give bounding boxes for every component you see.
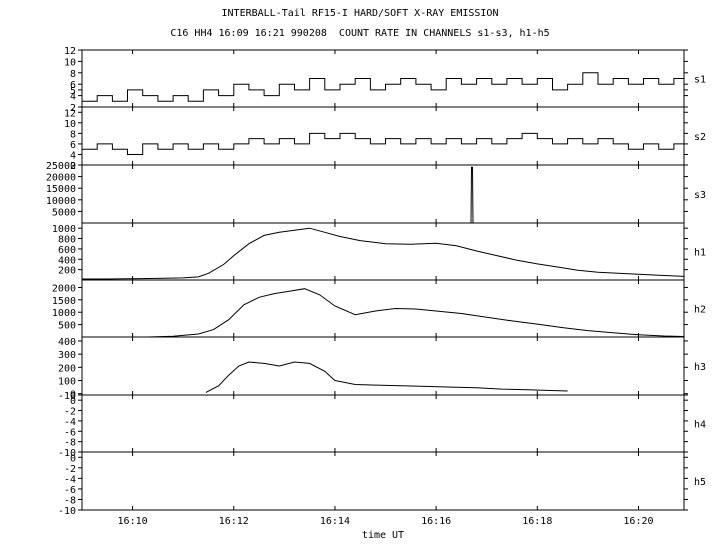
x-tick-label: 16:12 (219, 516, 249, 527)
y-tick-label-h4: 0 (70, 396, 76, 407)
y-tick-label-h2: 1500 (52, 296, 76, 307)
channel-label-h1: h1 (694, 248, 706, 259)
y-tick-label-s3: 20000 (46, 173, 76, 184)
y-tick-label-s3: 5000 (52, 207, 76, 218)
y-tick-label-h5: -10 (58, 506, 76, 517)
y-tick-label-s2: 8 (70, 129, 76, 140)
chart-title: INTERBALL-Tail RF15-I HARD/SOFT X-RAY EM… (221, 8, 499, 19)
x-tick-label: 16:16 (421, 516, 451, 527)
y-tick-label-s2: 10 (64, 119, 76, 130)
y-tick-label-h4: -2 (64, 407, 76, 418)
y-tick-label-h5: -6 (64, 485, 76, 496)
y-tick-label-s2: 6 (70, 140, 76, 151)
y-tick-label-s2: 4 (70, 150, 76, 161)
y-tick-label-h4: -10 (58, 448, 76, 459)
channel-label-s3: s3 (694, 190, 706, 201)
y-tick-label-h5: -8 (64, 495, 76, 506)
panel-frame-h4 (81, 394, 685, 453)
x-tick-label: 16:10 (118, 516, 148, 527)
y-tick-label-h2: 1000 (52, 308, 76, 319)
y-tick-label-h2: 2000 (52, 283, 76, 294)
y-tick-label-h3: 300 (58, 350, 76, 361)
y-tick-label-s1: 10 (64, 57, 76, 68)
panel-frame-h2 (81, 279, 685, 338)
series-line-h3 (205, 361, 568, 393)
channel-label-s1: s1 (694, 75, 706, 86)
y-tick-label-s1: 6 (70, 80, 76, 91)
y-tick-label-h3: 400 (58, 337, 76, 348)
y-tick-label-s3: 25000 (46, 161, 76, 172)
y-tick-label-h4: -6 (64, 427, 76, 438)
channel-label-h4: h4 (694, 420, 706, 431)
y-tick-label-h1: 400 (58, 255, 76, 266)
y-tick-label-h3: 200 (58, 363, 76, 374)
y-tick-label-h2: 500 (58, 321, 76, 332)
series-line-h2 (147, 288, 685, 338)
y-tick-label-s2: 12 (64, 108, 76, 119)
y-tick-label-s1: 8 (70, 69, 76, 80)
y-tick-label-h4: -8 (64, 438, 76, 449)
series-line-s2 (82, 132, 685, 155)
y-tick-label-h1: 800 (58, 235, 76, 246)
y-tick-label-h1: 200 (58, 266, 76, 277)
x-tick-label: 16:14 (320, 516, 350, 527)
y-tick-label-s1: 4 (70, 92, 76, 103)
y-tick-label-s1: 2 (70, 103, 76, 114)
y-tick-label-h5: 0 (70, 453, 76, 464)
y-tick-label-h3: 100 (58, 377, 76, 388)
panel-frame-s3 (81, 164, 685, 224)
panel-frame-s1 (81, 49, 685, 108)
y-tick-label-s1: 12 (64, 46, 76, 57)
y-tick-label-h5: -2 (64, 464, 76, 475)
channel-label-s2: s2 (694, 132, 706, 143)
y-tick-label-h5: -4 (64, 474, 76, 485)
panel-frame-h5 (81, 451, 685, 511)
y-tick-label-s1: 5 (70, 86, 76, 97)
series-line-h1 (82, 227, 685, 280)
panel-frame-h3 (81, 336, 685, 396)
y-tick-label-h1: 1000 (52, 224, 76, 235)
channel-label-h5: h5 (694, 477, 706, 488)
channel-label-h3: h3 (694, 362, 706, 373)
y-tick-label-h3: 0 (70, 390, 76, 401)
chart-subtitle: C16 HH4 16:09 16:21 990208 COUNT RATE IN… (170, 28, 550, 39)
x-axis-label: time UT (362, 530, 404, 541)
x-tick-label: 16:18 (522, 516, 552, 527)
series-line-s1 (82, 72, 685, 102)
panel-frame-s2 (81, 106, 685, 166)
y-tick-label-s3: 15000 (46, 184, 76, 195)
series-line-s3 (82, 166, 684, 224)
y-tick-label-s3: 10000 (46, 196, 76, 207)
y-tick-label-h1: 600 (58, 245, 76, 256)
y-tick-label-h3: -10 (58, 391, 76, 402)
x-tick-label: 16:20 (623, 516, 653, 527)
y-tick-label-s2: 2 (70, 161, 76, 172)
channel-label-h2: h2 (694, 305, 706, 316)
y-tick-label-h4: -4 (64, 417, 76, 428)
